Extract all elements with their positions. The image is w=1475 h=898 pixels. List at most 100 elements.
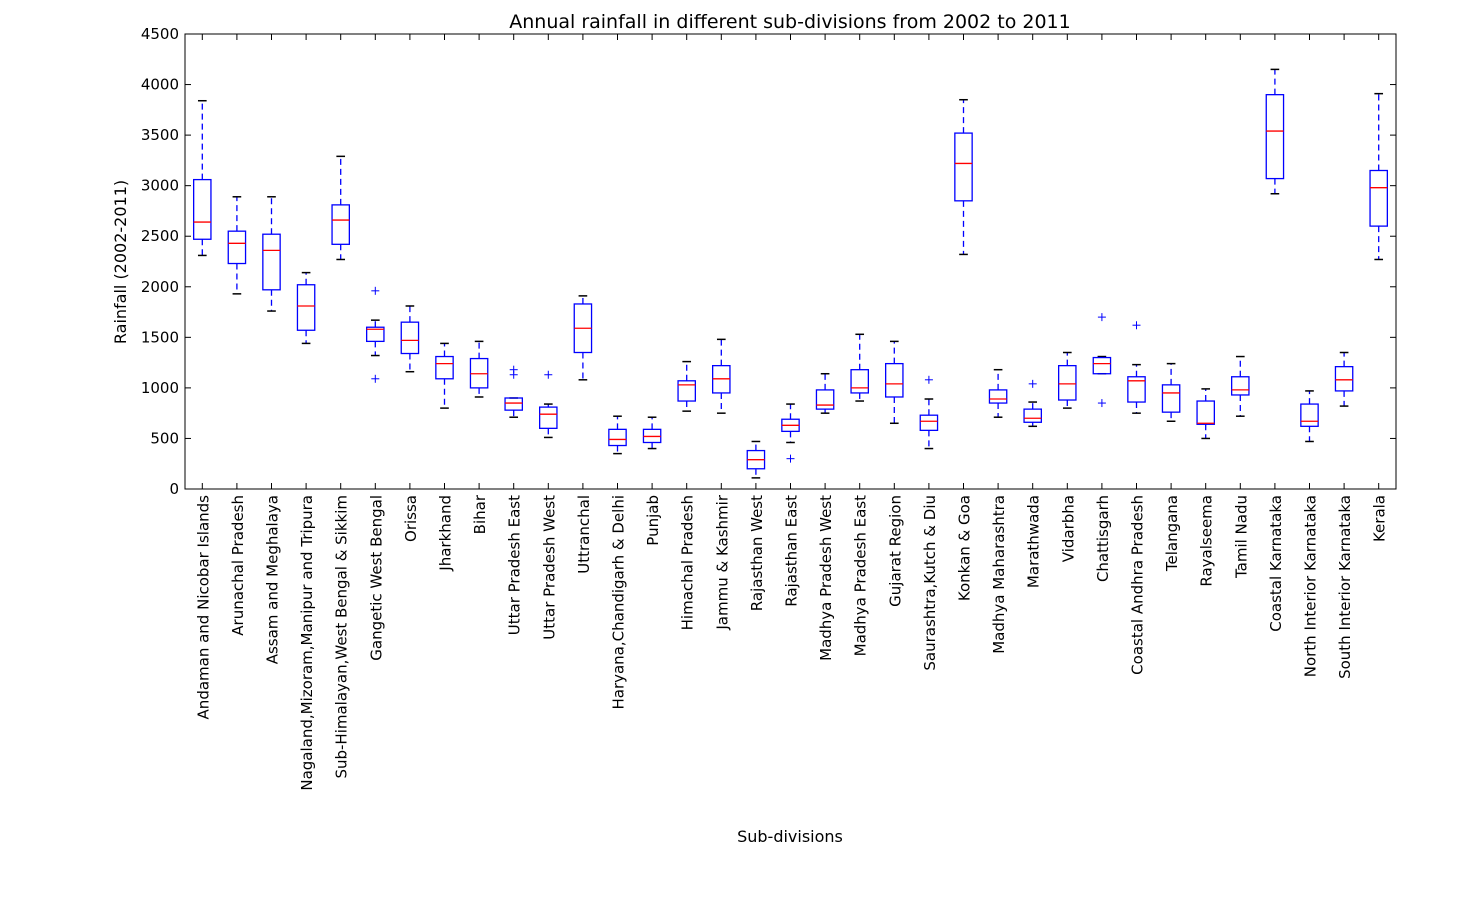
iqr-box (296, 284, 316, 331)
x-tick-label: Arunachal Pradesh (229, 495, 247, 636)
box-21 (885, 340, 904, 425)
y-tick-label: 0 (169, 480, 179, 498)
iqr-box (919, 414, 939, 432)
y-tick-label: 4000 (141, 76, 179, 94)
box-23 (954, 98, 973, 256)
outlier-marker (924, 375, 933, 384)
y-tick-label: 1500 (141, 328, 179, 346)
box-33 (1300, 390, 1319, 443)
iqr-box (504, 397, 523, 411)
box-4 (296, 271, 316, 345)
x-tick-label: Konkan & Goa (956, 495, 974, 601)
x-tick-label: Sub-Himalayan,West Bengal & Sikkim (333, 495, 351, 779)
x-tick-label: Madhya Pradesh East (852, 495, 870, 656)
x-tick-label: Madhya Maharashtra (990, 495, 1008, 654)
box-24 (988, 368, 1008, 418)
iqr-box (1161, 384, 1181, 413)
box-31 (1231, 355, 1250, 417)
x-tick-label: Uttar Pradesh West (540, 495, 558, 640)
y-tick-label: 1000 (141, 379, 179, 397)
box-6 (365, 286, 385, 383)
box-10 (504, 365, 523, 418)
iqr-box (850, 369, 869, 394)
x-axis-label: Sub-divisions (737, 827, 843, 846)
box-12 (573, 295, 593, 381)
iqr-box (262, 233, 281, 291)
y-tick-label: 2500 (141, 227, 179, 245)
iqr-box (608, 428, 627, 447)
box-29 (1161, 362, 1181, 423)
x-tick-label: Assam and Meghalaya (264, 495, 282, 664)
box-13 (608, 415, 627, 455)
y-tick-label: 2000 (141, 278, 179, 296)
y-axis-label: Rainfall (2002-2011) (111, 180, 130, 344)
iqr-box (1196, 400, 1216, 425)
x-tick-label: Nagaland,Mizoram,Manipur and Tripura (298, 495, 316, 791)
iqr-box (815, 389, 835, 410)
x-tick-label: Rajasthan West (748, 495, 766, 611)
iqr-box (677, 380, 696, 402)
box-35 (1369, 92, 1389, 261)
y-tick-label: 3500 (141, 126, 179, 144)
outlier-marker (371, 286, 380, 295)
box-28 (1127, 321, 1146, 414)
iqr-box (1369, 169, 1389, 227)
iqr-box (1092, 356, 1112, 375)
box-17 (746, 440, 766, 479)
iqr-box (988, 389, 1008, 404)
y-tick-label: 4500 (141, 25, 179, 43)
outlier-marker (786, 454, 795, 463)
iqr-box (227, 230, 247, 265)
iqr-box (954, 132, 973, 202)
x-tick-label: Orissa (402, 495, 420, 542)
x-tick-label: Chattisgarh (1094, 495, 1112, 582)
x-tick-label: Madhya Pradesh West (817, 495, 835, 661)
box-8 (435, 342, 454, 409)
x-tick-label: Jharkhand (437, 495, 455, 572)
iqr-box (400, 321, 420, 355)
iqr-box (1127, 376, 1146, 403)
x-tick-label: Rajasthan East (783, 495, 801, 607)
outlier-marker (1028, 379, 1037, 388)
box-30 (1196, 388, 1216, 440)
y-axis: 0 500 1000 1500 2000 2500 3000 3500 4000 4500 (141, 25, 1396, 498)
box-22 (919, 375, 939, 450)
outlier-marker (509, 370, 518, 379)
x-tick-label: Andaman and Nicobar Islands (194, 495, 212, 720)
x-tick-label: Telangana (1163, 495, 1181, 572)
x-tick-label: North Interior Karnataka (1302, 495, 1320, 677)
outlier-marker (371, 374, 380, 383)
box-25 (1023, 379, 1043, 428)
box-7 (400, 305, 420, 373)
outlier-marker (1132, 321, 1141, 330)
x-tick-label: Marathwada (1025, 495, 1043, 588)
box-15 (677, 360, 696, 412)
iqr-box (1023, 408, 1043, 423)
iqr-box (1058, 364, 1077, 401)
box-1 (192, 99, 212, 257)
x-axis: Andaman and Nicobar Islands Arunachal Pra… (194, 34, 1389, 791)
x-tick-label: Kerala (1371, 495, 1389, 542)
x-tick-label: Saurashtra,Kutch & Diu (921, 495, 939, 671)
iqr-box (1300, 403, 1319, 427)
box-11 (539, 370, 558, 439)
box-3 (262, 196, 281, 312)
x-tick-label: Gujarat Region (886, 495, 904, 607)
box-18 (781, 403, 800, 463)
iqr-box (539, 406, 558, 429)
outlier-marker (544, 370, 553, 379)
box-27 (1092, 313, 1112, 408)
x-tick-label: Rayalseema (1198, 495, 1216, 587)
x-tick-label: Uttranchal (575, 495, 593, 574)
iqr-box (365, 326, 385, 343)
box-34 (1334, 351, 1354, 407)
x-tick-label: Uttar Pradesh East (506, 495, 524, 635)
x-tick-label: Tamil Nadu (1232, 495, 1250, 579)
iqr-box (1265, 94, 1285, 180)
box-2 (227, 196, 247, 295)
x-tick-label: Punjab (644, 495, 662, 546)
x-tick-label: Coastal Karnataka (1267, 495, 1285, 632)
y-tick-label: 3000 (141, 177, 179, 195)
outlier-marker (1097, 313, 1106, 322)
